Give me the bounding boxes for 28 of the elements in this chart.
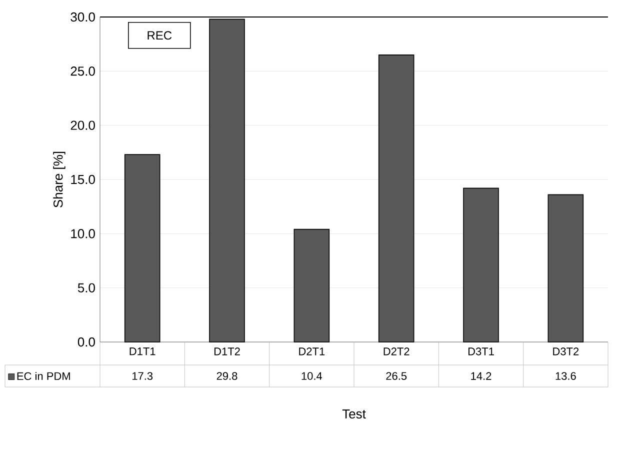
y-tick-label: 15.0 bbox=[71, 174, 95, 184]
data-label: 14.2 bbox=[471, 372, 492, 380]
y-tick-label: 30.0 bbox=[70, 12, 95, 22]
y-axis-title: Share [%] bbox=[53, 152, 66, 208]
y-tick-label: 5.0 bbox=[78, 283, 95, 292]
y-tick-label: 0.0 bbox=[78, 337, 95, 347]
x-tick-label: D3T2 bbox=[553, 348, 579, 356]
bar bbox=[378, 54, 414, 342]
data-label: 17.3 bbox=[132, 372, 153, 380]
legend-label: EC in PDM bbox=[17, 372, 70, 380]
bar bbox=[294, 228, 330, 342]
y-tick-label: 10.0 bbox=[71, 229, 95, 238]
y-tick-label: 25.0 bbox=[70, 66, 95, 76]
bar bbox=[124, 154, 160, 342]
data-label: 26.5 bbox=[386, 372, 407, 380]
data-label: 13.6 bbox=[556, 372, 576, 380]
bar bbox=[463, 188, 499, 342]
x-axis-title: Test bbox=[342, 409, 366, 419]
x-tick-label: D2T1 bbox=[299, 348, 325, 356]
y-tick-label: 20.0 bbox=[70, 120, 95, 130]
data-label: 29.8 bbox=[216, 372, 238, 380]
data-label: 10.4 bbox=[302, 372, 322, 380]
x-tick-label: D2T2 bbox=[384, 348, 410, 356]
text: REC bbox=[148, 31, 172, 40]
x-tick-label: D3T1 bbox=[468, 348, 494, 356]
bar bbox=[548, 194, 584, 342]
x-tick-label: D1T2 bbox=[214, 348, 240, 356]
x-tick-label: D1T1 bbox=[130, 348, 156, 356]
